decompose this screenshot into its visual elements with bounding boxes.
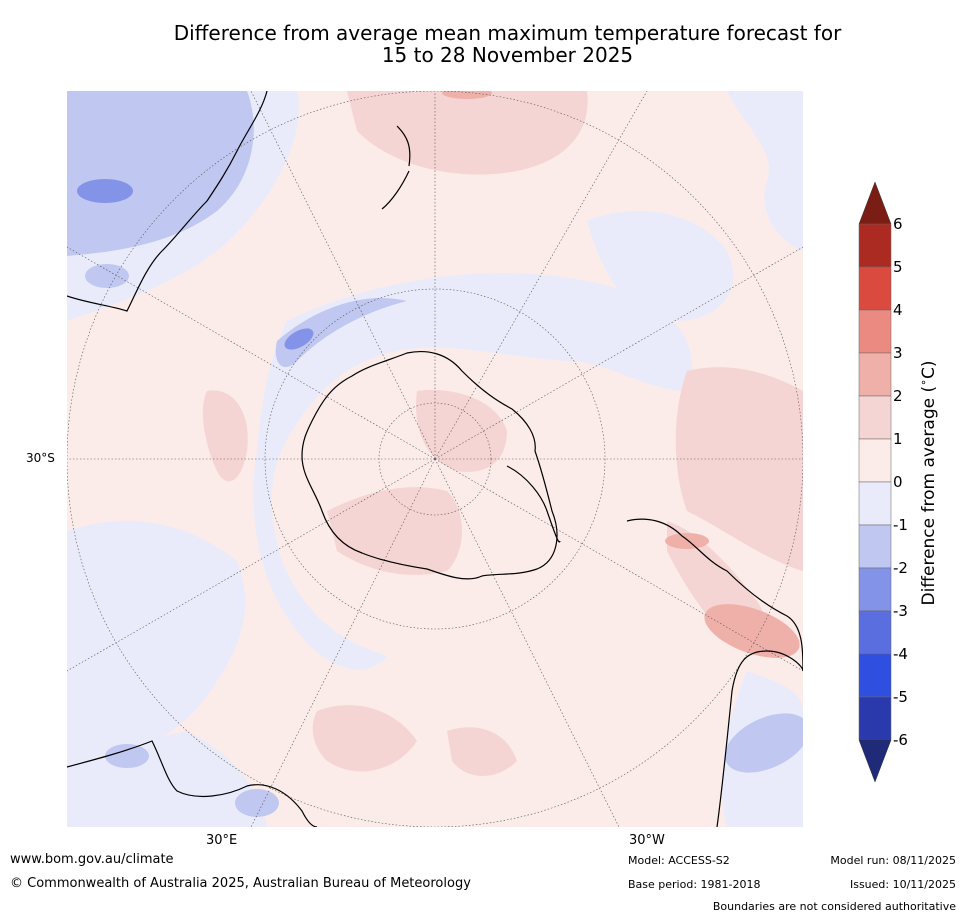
coastlines — [67, 91, 803, 827]
colorbar-tick-label: 1 — [893, 430, 903, 448]
colorbar-box-4-to-5 — [858, 266, 892, 311]
hot-anomaly-regions — [442, 91, 800, 658]
colorbar-title-unit: C) — [918, 360, 939, 379]
warm-region-antarctica-west — [416, 390, 507, 472]
cold-spot-ring — [284, 328, 314, 350]
new-zealand-south — [381, 170, 410, 210]
colorbar-tick-label: 6 — [893, 215, 903, 233]
colorbar-box-m3-to-m2 — [858, 567, 892, 612]
meridian-60e — [67, 458, 436, 672]
longitude-label-30e: 30°E — [206, 833, 238, 848]
colorbar-tick-label: -1 — [893, 516, 908, 534]
footer-base-period: Base period: 1981-2018 — [628, 878, 761, 891]
colorbar-tick-label: 3 — [893, 344, 903, 362]
colorbar-box-m1-to-0 — [858, 481, 892, 526]
colorbar-tick-label: 2 — [893, 387, 903, 405]
hot-spot-nz — [442, 91, 492, 99]
antarctica-coast — [301, 350, 558, 580]
colorbar-box-5-to-6 — [858, 223, 892, 268]
footer-issued: Issued: 10/11/2025 — [849, 878, 956, 891]
title-line-2: 15 to 28 November 2025 — [381, 43, 634, 67]
warm-region-east — [675, 367, 803, 571]
colorbar-extend-top — [858, 181, 892, 225]
map-panel — [67, 91, 803, 827]
antarctic-peninsula — [506, 465, 561, 543]
cold-region-indian-ocean — [67, 91, 254, 256]
colorbar-box-3-to-4 — [858, 309, 892, 354]
warm-region-indian — [202, 390, 248, 482]
colorbar-boxes — [858, 181, 892, 783]
hot-spot-patagonia — [665, 533, 709, 549]
colorbar-box-m4-to-m3 — [858, 610, 892, 655]
colorbar-tick-label: -2 — [893, 559, 908, 577]
colorbar-tick-label: -3 — [893, 602, 908, 620]
meridian-150w — [434, 91, 648, 460]
australia-coast — [67, 91, 268, 312]
colorbar-tick-label: -4 — [893, 645, 908, 663]
colorbar — [858, 181, 892, 783]
footer-copyright: © Commonwealth of Australia 2025, Austra… — [10, 876, 471, 891]
colorbar-title: Difference from average (∘C) — [917, 360, 939, 605]
cold-spot-south-america — [724, 713, 803, 773]
cool-region-northeast — [727, 91, 803, 251]
latitude-ring-60s — [264, 288, 606, 630]
footer-website[interactable]: www.bom.gov.au/climate — [10, 852, 174, 867]
map-title: Difference from average mean maximum tem… — [60, 22, 955, 66]
hot-spot-south-america — [704, 604, 800, 658]
cool-region-east-pacific — [587, 211, 734, 321]
longitude-label-30w: 30°W — [629, 833, 665, 848]
colorbar-tick-label: -5 — [893, 688, 908, 706]
colorbar-box-m6-to-m5 — [858, 696, 892, 741]
colorbar-tick-label: 4 — [893, 301, 903, 319]
cold-spot-africa-2 — [235, 789, 279, 817]
warm-region-south-pacific — [312, 705, 417, 772]
colorbar-box-0-to-1 — [858, 438, 892, 483]
cold-spot-africa — [105, 744, 149, 768]
meridian-120w — [434, 246, 803, 460]
footer-model-run: Model run: 08/11/2025 — [830, 854, 956, 867]
warm-region-new-zealand — [347, 91, 588, 175]
new-zealand-north — [396, 125, 411, 167]
cold-spot-west — [85, 264, 129, 288]
cold-spot-indian — [77, 179, 133, 203]
colorbar-tick-label: 5 — [893, 258, 903, 276]
colorbar-tick-label: 0 — [893, 473, 903, 491]
colorbar-box-1-to-2 — [858, 395, 892, 440]
warm-region-central-south — [447, 727, 517, 776]
colorbar-box-m5-to-m4 — [858, 653, 892, 698]
graticule — [67, 91, 803, 827]
cool-region-south-atlantic — [67, 521, 246, 751]
cold-band-ring — [275, 297, 407, 368]
south-america-coast — [626, 518, 803, 827]
title-line-1: Difference from average mean maximum tem… — [173, 21, 842, 45]
meridian-60w — [434, 458, 803, 672]
cold-anomaly-regions — [67, 91, 803, 817]
footer-disclaimer: Boundaries are not considered authoritat… — [712, 900, 956, 913]
colorbar-box-m2-to-m1 — [858, 524, 892, 569]
colorbar-title-prefix: Difference from average ( — [918, 385, 939, 606]
southern-africa-coast — [67, 740, 318, 827]
colorbar-extend-bottom — [858, 739, 892, 783]
meridian-120e — [67, 246, 436, 460]
footer-model: Model: ACCESS-S2 — [628, 854, 730, 867]
colorbar-box-2-to-3 — [858, 352, 892, 397]
colorbar-title-degree: ∘ — [917, 378, 931, 386]
latitude-label-30s: 30°S — [26, 451, 55, 465]
colorbar-tick-label: -6 — [893, 731, 908, 749]
